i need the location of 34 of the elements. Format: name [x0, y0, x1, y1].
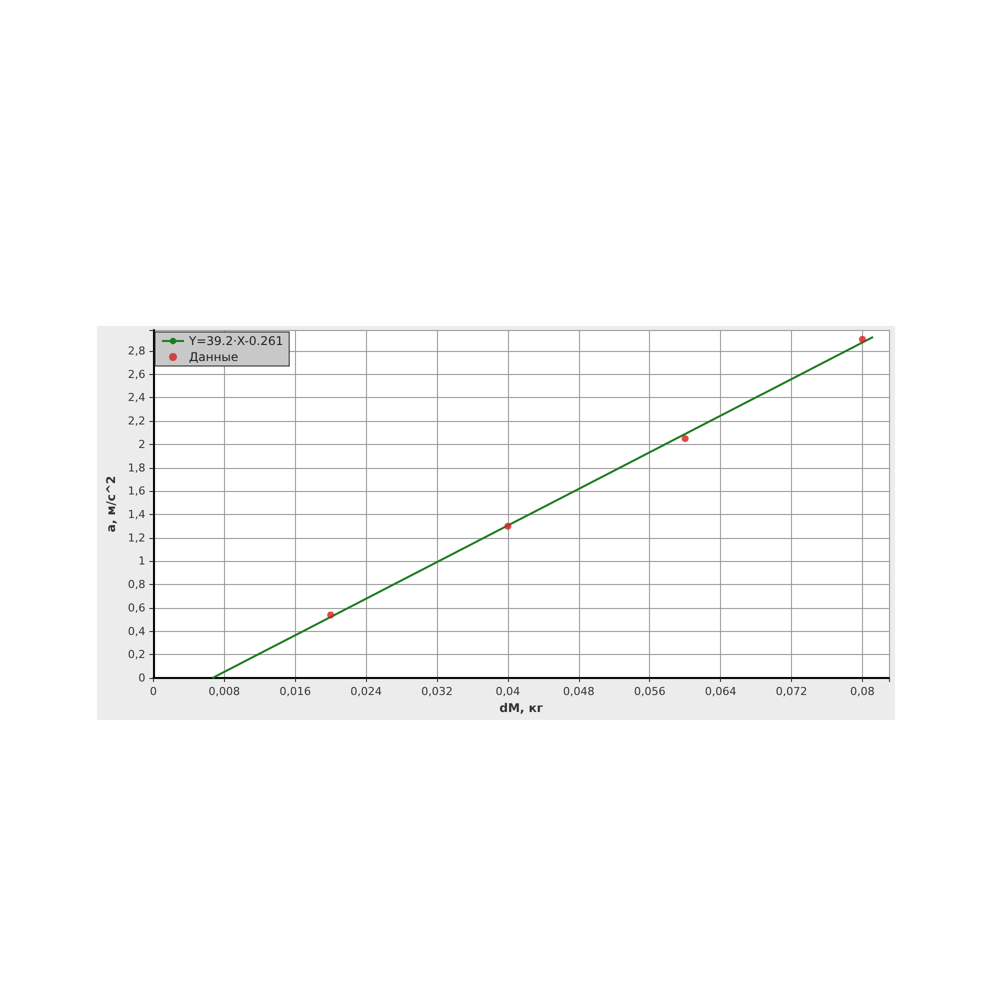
y-tick-label: 0,8 [128, 578, 146, 592]
point [504, 522, 512, 530]
y-tick-label: 1,2 [128, 531, 146, 544]
x-tick-label: 0,008 [208, 685, 240, 698]
x-tick-label: 0,064 [704, 685, 736, 698]
y-tick-label: 0,4 [128, 624, 146, 638]
x-tick-label: 0,08 [850, 685, 875, 698]
y-tick-label: 2 [138, 438, 146, 451]
point [327, 611, 334, 618]
y-tick-label: 2,2 [128, 414, 146, 428]
x-tick-label: 0,04 [496, 685, 520, 698]
x-tick-label: 0,032 [421, 685, 453, 698]
y-tick-label: 1 [138, 554, 146, 568]
y-tick-label: 2,4 [128, 391, 146, 404]
point [858, 336, 866, 343]
x-axis-title: dM, кг [499, 700, 544, 715]
y-tick-label: 0,6 [128, 601, 146, 614]
x-tick-label: 0,024 [350, 685, 382, 698]
x-tick-label: 0,048 [563, 685, 595, 698]
y-tick-label: 1,8 [128, 461, 146, 474]
point [682, 435, 689, 442]
y-tick-label: 1,6 [128, 484, 146, 498]
x-tick-label: 0 [150, 685, 157, 698]
x-tick-label: 0,016 [279, 685, 311, 698]
y-axis-title: a, м/с^2 [104, 476, 118, 532]
legend-label: Y=39.2·X-0.261 [188, 334, 284, 348]
x-tick-label: 0,072 [776, 685, 808, 698]
y-tick-label: 2,6 [128, 368, 146, 381]
y-tick-label: 1,4 [128, 508, 146, 522]
y-tick-label: 0 [138, 672, 146, 684]
x-tick-label: 0,056 [634, 685, 666, 698]
legend-label: Данные [189, 350, 238, 364]
y-tick-label: 0,2 [128, 648, 146, 662]
y-tick-label: 2,8 [128, 344, 146, 358]
